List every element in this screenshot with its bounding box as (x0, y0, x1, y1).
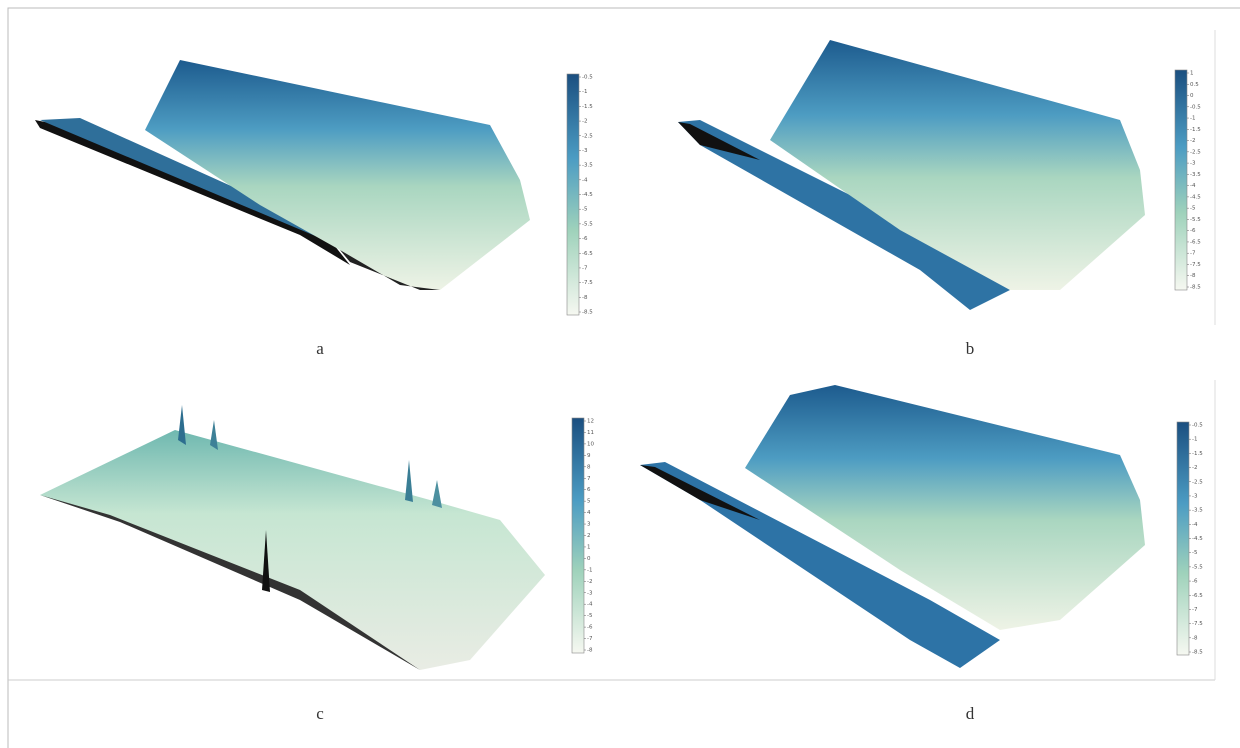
colorbar-tick-label: -2.5 (1190, 149, 1201, 155)
colorbar-tick-label: 1 (1190, 71, 1194, 77)
colorbar-tick-label: -1.5 (1190, 127, 1201, 133)
colorbar (1177, 422, 1189, 655)
colorbar-tick-label: -8.5 (582, 310, 593, 316)
colorbar-tick-label: 6 (587, 487, 591, 493)
colorbar (572, 418, 584, 653)
colorbar-tick-label: -4 (587, 602, 593, 608)
panel-label: a (316, 339, 324, 358)
colorbar-tick-label: 9 (587, 453, 591, 459)
surface-c (40, 405, 545, 670)
colorbar-tick-label: 1 (587, 544, 591, 550)
colorbar-tick-label: -7 (587, 636, 593, 642)
colorbar-tick-label: -1.5 (582, 104, 593, 110)
colorbar-tick-label: 8 (587, 464, 591, 470)
colorbar (567, 74, 579, 315)
colorbar-tick-label: 0.5 (1190, 82, 1199, 88)
colorbar-tick-label: -4 (1190, 183, 1196, 189)
colorbar-tick-label: -2 (1190, 138, 1195, 144)
colorbar-tick-label: -1 (582, 89, 587, 95)
colorbar-tick-label: -8.5 (1190, 285, 1201, 291)
colorbar-tick-label: -3 (1192, 493, 1198, 499)
colorbar (1175, 70, 1187, 290)
colorbar-tick-label: -8.5 (1192, 650, 1203, 656)
surface-a (35, 60, 530, 290)
colorbar-tick-label: -2 (1192, 465, 1197, 471)
colorbar-tick-label: -1.5 (1192, 451, 1203, 457)
colorbar-tick-label: -5 (582, 207, 588, 213)
page: {"panels": [ {"label": "a", "colorbar": … (0, 0, 1240, 748)
colorbar-tick-label: -7 (1190, 251, 1196, 257)
panel-label: b (966, 339, 975, 358)
colorbar-tick-label: -4.5 (1190, 194, 1201, 200)
surface-b (678, 40, 1145, 310)
colorbar-tick-label: -7 (1192, 607, 1198, 613)
colorbar-tick-label: -5.5 (1190, 217, 1201, 223)
colorbar-tick-label: -7.5 (582, 280, 593, 286)
colorbar-tick-label: 0 (587, 556, 591, 562)
colorbar-tick-label: -6 (1192, 579, 1198, 585)
colorbar-tick-label: -7 (582, 265, 588, 271)
colorbar-tick-label: -4 (582, 177, 588, 183)
colorbar-tick-label: -6.5 (1192, 593, 1203, 599)
colorbar-tick-label: -5.5 (582, 221, 593, 227)
colorbar-tick-label: 0 (1190, 93, 1194, 99)
colorbar-tick-label: 11 (587, 430, 594, 436)
colorbar-tick-label: -7.5 (1190, 262, 1201, 268)
panel-label: c (316, 704, 324, 723)
figure: -0.5 -1 -1.5 -2 -2.5 -3 -3.5 -4 -4.5 -5 -5.5 -6 -6.5… (0, 0, 1240, 748)
colorbar-tick-label: -5 (587, 613, 593, 619)
colorbar-tick-label: -2 (587, 579, 592, 585)
colorbar-tick-label: -6 (587, 625, 593, 631)
colorbar-tick-label: -3 (582, 148, 588, 154)
colorbar-tick-label: -5.5 (1192, 564, 1203, 570)
colorbar-tick-label: -2.5 (1192, 479, 1203, 485)
colorbar-tick-label: -3.5 (1192, 508, 1203, 514)
colorbar-tick-label: -5 (1190, 206, 1196, 212)
colorbar-tick-label: -4 (1192, 522, 1198, 528)
colorbar-tick-label: 12 (587, 419, 594, 425)
colorbar-tick-label: -1 (1190, 116, 1195, 122)
colorbar-tick-label: -0.5 (582, 75, 593, 81)
colorbar-tick-label: -8 (1192, 635, 1198, 641)
colorbar-tick-label: -8 (1190, 273, 1196, 279)
colorbar-tick-label: -3 (587, 590, 593, 596)
colorbar-tick-label: -8 (582, 295, 588, 301)
panel-label: d (966, 704, 975, 723)
colorbar-tick-label: 3 (587, 522, 591, 528)
colorbar-tick-label: -7.5 (1192, 621, 1203, 627)
colorbar-tick-label: -3 (1190, 161, 1196, 167)
colorbar-tick-label: -1 (1192, 437, 1197, 443)
colorbar-tick-label: -8 (587, 648, 593, 654)
colorbar-tick-label: -6.5 (1190, 239, 1201, 245)
colorbar-tick-label: -2.5 (582, 133, 593, 139)
surface-d (640, 385, 1145, 668)
colorbar-tick-label: -6 (1190, 228, 1196, 234)
colorbar-tick-label: 10 (587, 441, 594, 447)
colorbar-tick-label: -5 (1192, 550, 1198, 556)
colorbar-tick-label: -6 (582, 236, 588, 242)
colorbar-tick-label: -0.5 (1190, 104, 1201, 110)
colorbar-tick-label: 4 (587, 510, 591, 516)
colorbar-tick-label: -4.5 (582, 192, 593, 198)
colorbar-tick-label: -4.5 (1192, 536, 1203, 542)
colorbar-tick-label: -2 (582, 119, 587, 125)
colorbar-tick-label: -3.5 (1190, 172, 1201, 178)
colorbar-tick-label: -1 (587, 567, 592, 573)
colorbar-tick-label: -0.5 (1192, 423, 1203, 429)
colorbar-tick-label: 7 (587, 476, 591, 482)
colorbar-tick-label: 5 (587, 499, 591, 505)
colorbar-tick-label: -3.5 (582, 163, 593, 169)
colorbar-tick-label: -6.5 (582, 251, 593, 257)
colorbar-tick-label: 2 (587, 533, 591, 539)
